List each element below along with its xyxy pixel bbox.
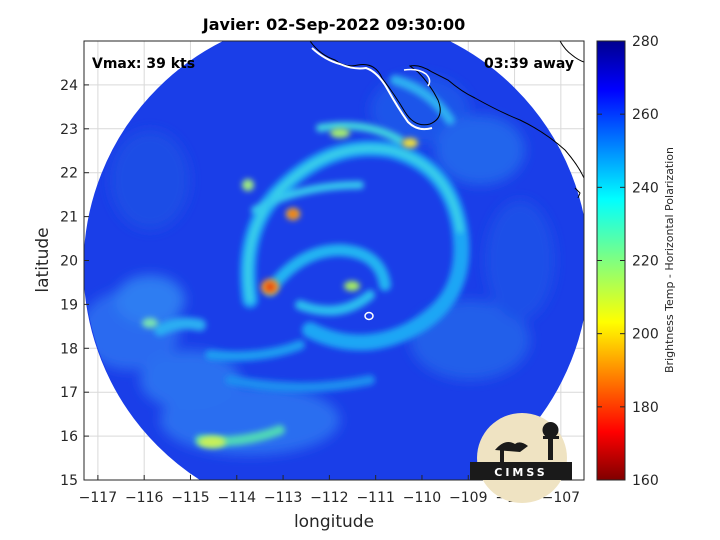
colorbar-ticks: 160 180 200 220 240 260 280	[597, 34, 659, 489]
colorbar-tick-label: 200	[632, 327, 659, 343]
x-axis-label: longitude	[294, 512, 374, 532]
coastline-mainland	[309, 41, 584, 179]
y-tick-label: 19	[60, 297, 78, 313]
colorbar-tick-label: 180	[632, 400, 659, 416]
logo-text: CIMSS	[494, 466, 547, 479]
colorbar-label: Brightness Temp - Horizontal Polarizatio…	[663, 147, 676, 373]
y-tick-label: 15	[60, 473, 78, 489]
x-tick-label: −115	[171, 490, 209, 506]
vmax-label: Vmax: 39 kts	[92, 56, 195, 72]
x-tick-label: −110	[403, 490, 441, 506]
colorbar-tick-label: 160	[632, 473, 659, 489]
y-axis-ticks: 15 16 17 18 19 20 21 22 23 24	[60, 78, 89, 489]
colorbar-tick-label: 240	[632, 180, 659, 196]
swath-imagery	[84, 41, 584, 480]
x-tick-label: −107	[542, 490, 580, 506]
x-tick-label: −113	[264, 490, 302, 506]
y-tick-label: 16	[60, 429, 78, 445]
x-tick-label: −112	[310, 490, 348, 506]
coastline-northeast	[559, 41, 584, 63]
convective-cores	[142, 128, 418, 448]
y-tick-label: 21	[60, 210, 78, 226]
y-tick-label: 22	[60, 166, 78, 182]
logo-banner	[470, 462, 572, 480]
coastline-baja-inner	[311, 47, 433, 131]
colorbar-tick-label: 280	[632, 34, 659, 50]
satellite-dish-icon	[495, 442, 528, 452]
x-tick-label: −116	[125, 490, 164, 506]
coastline-gulf	[403, 68, 431, 87]
island-outline	[364, 311, 374, 321]
x-tick-label: −111	[356, 490, 394, 506]
figure-title: Javier: 02-Sep-2022 09:30:00	[202, 15, 465, 34]
y-tick-label: 18	[60, 341, 78, 357]
y-tick-label: 20	[60, 254, 78, 270]
colorbar-tick-label: 220	[632, 254, 659, 270]
colorbar: 160 180 200 220 240 260 280 Brightness Temp - …	[596, 34, 676, 489]
cimss-logo: CIMSS	[470, 413, 572, 503]
x-tick-label: −117	[79, 490, 117, 506]
y-tick-label: 17	[60, 385, 78, 401]
coastline-east	[574, 187, 581, 199]
spiral-bands	[154, 75, 470, 447]
time-offset-label: 03:39 away	[484, 56, 574, 72]
y-tick-label: 24	[60, 78, 78, 94]
colorbar-tick-label: 260	[632, 107, 659, 123]
logo-disc	[477, 413, 567, 503]
x-tick-label: −114	[218, 490, 257, 506]
y-tick-label: 23	[60, 122, 78, 138]
water-tower-icon	[542, 422, 559, 438]
x-tick-label: −109	[449, 490, 487, 506]
y-axis-label: latitude	[33, 227, 53, 292]
